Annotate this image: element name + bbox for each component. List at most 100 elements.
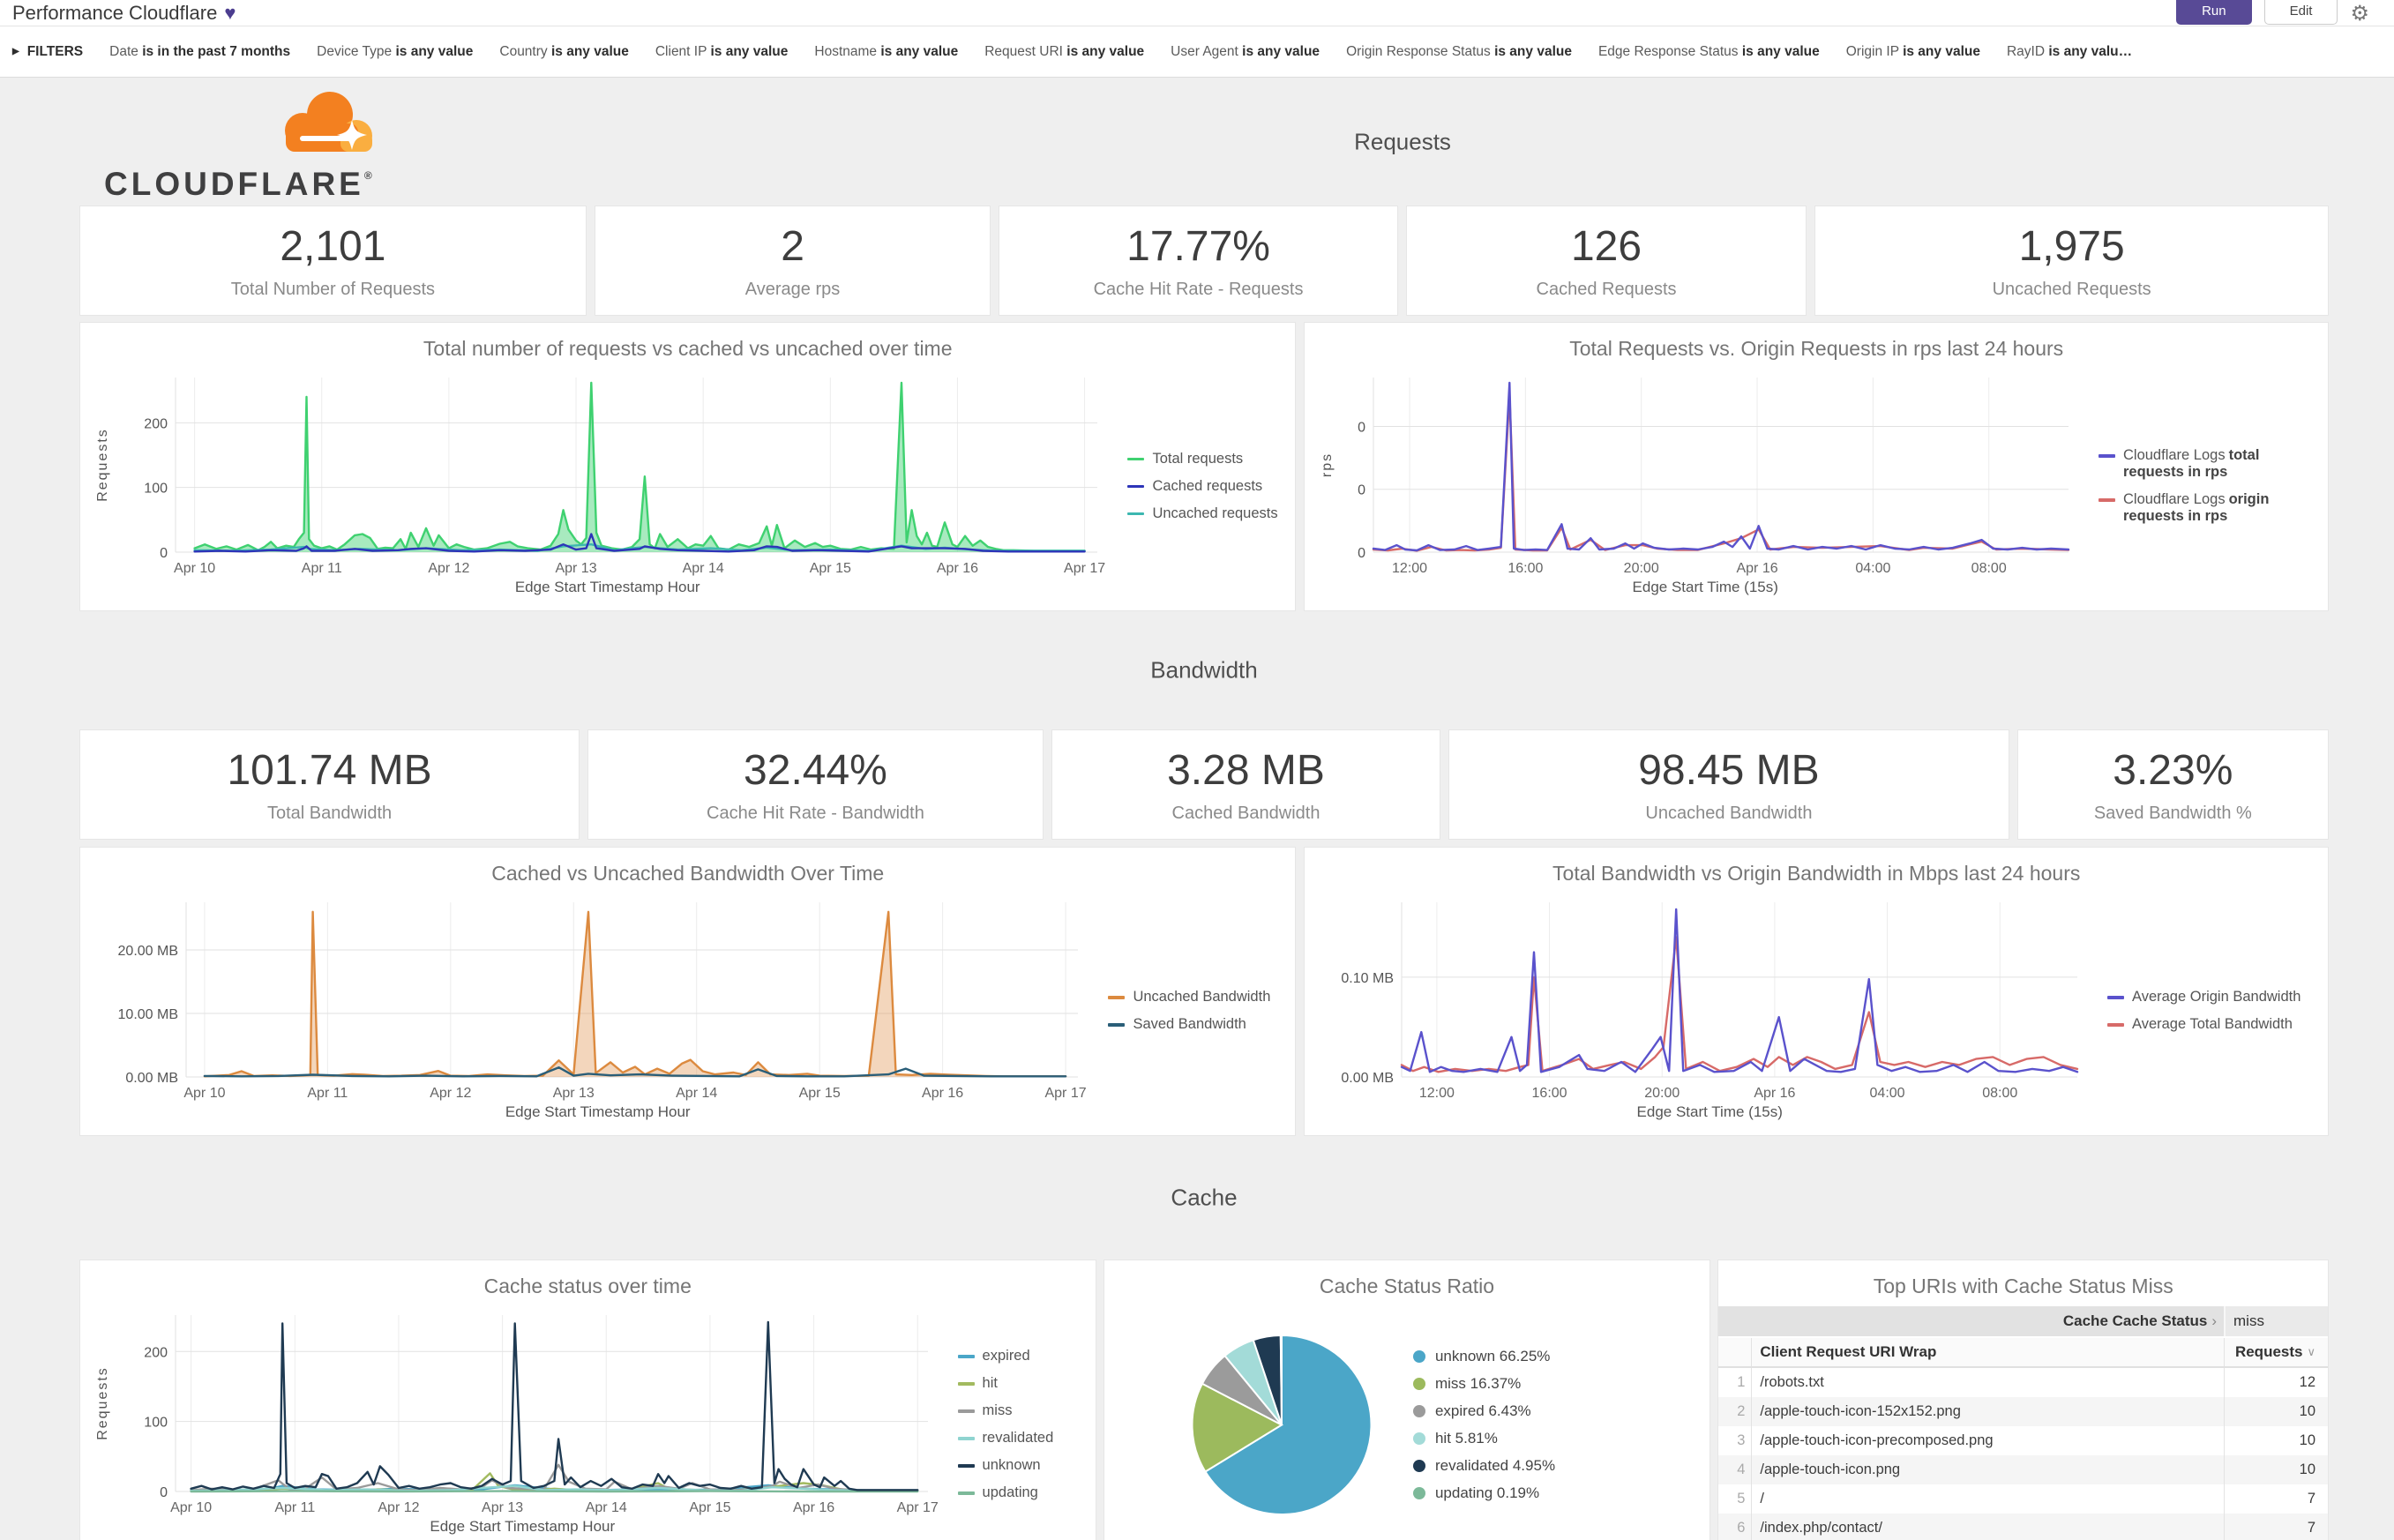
chart-card-rps-24h: Total Requests vs. Origin Requests in rp… [1304,322,2329,611]
svg-text:Apr 11: Apr 11 [274,1500,315,1515]
legend-item[interactable]: revalidated [957,1430,1083,1447]
bandwidth-over-time-plot[interactable]: Apr 10 Apr 11 Apr 12 Apr 13 Apr 14 Apr 15 Apr … [87,893,1108,1103]
cache-status-ratio-pie[interactable] [1180,1330,1383,1520]
svg-text:20.00 MB: 20.00 MB [118,944,178,959]
chart-card-cache-status: Cache status over time Apr 10 Apr 11 Apr 1… [79,1260,1096,1540]
kpi-label: Cached Requests [1536,279,1677,299]
cache-status-plot[interactable]: Apr 10 Apr 11 Apr 12 Apr 13 Apr 14 Apr 15 Apr … [87,1306,958,1518]
legend-item[interactable]: miss 16.37% [1412,1375,1634,1393]
filter-item[interactable]: Edge Response Status is any value [1598,44,1820,60]
kpi-tile: 1,975 Uncached Requests [1814,206,2329,316]
chart-legend: Average Origin Bandwidth Average Total B… [2107,893,2321,1128]
legend-item[interactable]: Average Origin Bandwidth [2107,989,2315,1005]
row-number: 5 [1718,1484,1753,1514]
svg-text:Apr 11: Apr 11 [302,561,342,576]
filter-field-name: Client IP [655,43,707,59]
svg-text:Apr 16: Apr 16 [922,1086,963,1101]
table-row[interactable]: 1 /robots.txt 12 [1718,1368,2328,1397]
row-number: 4 [1718,1455,1753,1484]
legend-item[interactable]: revalidated 4.95% [1412,1457,1634,1475]
legend-item[interactable]: unknown 66.25% [1412,1348,1634,1365]
legend-item[interactable]: Saved Bandwidth [1108,1016,1283,1033]
legend-swatch [1127,484,1145,488]
legend-item[interactable]: unknown [957,1457,1083,1474]
kpi-value: 3.23% [2113,746,2233,794]
legend-dot [1412,1349,1425,1363]
filter-item[interactable]: Hostname is any value [814,44,958,60]
filter-field-name: Edge Response Status [1597,43,1739,59]
filter-condition: is in the past 7 months [142,43,291,59]
table-row[interactable]: 3 /apple-touch-icon-precomposed.png 10 [1718,1426,2328,1455]
svg-text:08:00: 08:00 [1983,1086,2018,1101]
column-header-requests[interactable]: Requests ∨ [2224,1338,2328,1366]
filter-item[interactable]: User Agent is any value [1171,44,1320,60]
cell-uri: /apple-touch-icon-152x152.png [1760,1403,1961,1419]
svg-text:Apr 10: Apr 10 [183,1086,225,1101]
filter-item[interactable]: Client IP is any value [655,44,789,60]
legend-item[interactable]: updating [957,1484,1083,1501]
table-column-header-row: Client Request URI Wrap Requests ∨ [1718,1336,2328,1368]
legend-item[interactable]: hit [957,1375,1083,1392]
legend-item[interactable]: Cloudflare Logs total requests in rps [2098,447,2315,481]
legend-item[interactable]: miss [957,1402,1083,1419]
gear-icon[interactable]: ⚙ [2350,0,2369,26]
kpi-value: 2,101 [280,222,386,270]
filter-item[interactable]: Date is in the past 7 months [109,44,290,60]
column-header-uri[interactable]: Client Request URI Wrap [1760,1343,1937,1360]
legend-item[interactable]: Cached requests [1127,478,1283,495]
filter-item[interactable]: Request URI is any value [984,44,1144,60]
cell-requests: 7 [2224,1514,2328,1540]
legend-item[interactable]: expired [957,1348,1083,1364]
table-row[interactable]: 6 /index.php/contact/ 7 [1718,1514,2328,1540]
legend-swatch [1108,1023,1126,1027]
cache-header-band: Cache [79,1136,2329,1260]
legend-item[interactable]: updating 0.19% [1412,1484,1634,1502]
chart-title: Cached vs Uncached Bandwidth Over Time [491,862,885,885]
rps-24h-plot[interactable]: 12:00 16:00 20:00 Apr 16 04:00 08:00 0 0 0 rps [1312,369,2098,579]
requests-header-band: CLOUDFLARE® Requests [79,78,2329,206]
legend-item[interactable]: Cloudflare Logs origin requests in rps [2098,491,2315,525]
legend-swatch [2107,996,2124,999]
chart-card-requests-over-time: Total number of requests vs cached vs un… [79,322,1297,611]
filter-item[interactable]: RayID is any valu… [2007,44,2132,60]
legend-swatch [957,1491,975,1495]
chart-title: Cache Status Ratio [1319,1275,1495,1297]
legend-item[interactable]: Total requests [1127,451,1283,467]
table-row[interactable]: 5 / 7 [1718,1484,2328,1514]
filter-item[interactable]: Device Type is any value [317,44,473,60]
svg-text:Apr 17: Apr 17 [897,1500,939,1515]
legend-item[interactable]: hit 5.81% [1412,1430,1634,1447]
cell-uri: /index.php/contact/ [1760,1520,1882,1536]
cloudflare-logo: CLOUDFLARE® [104,81,492,205]
svg-text:Apr 15: Apr 15 [799,1086,841,1101]
kpi-value: 1,975 [2018,222,2125,270]
sort-caret-icon: ∨ [2307,1345,2315,1358]
legend-swatch [2098,454,2115,458]
requests-over-time-plot[interactable]: Apr 10 Apr 11 Apr 12 Apr 13 Apr 14 Apr 15 Apr … [87,369,1127,579]
mbps-24h-plot[interactable]: 12:00 16:00 20:00 Apr 16 04:00 08:00 0.00 MB 0.… [1312,893,2107,1103]
edit-button[interactable]: Edit [2263,0,2338,25]
filters-toggle[interactable]: ▶ FILTERS [12,44,83,60]
kpi-label: Saved Bandwidth % [2093,803,2252,823]
run-button[interactable]: Run [2176,0,2252,25]
svg-text:200: 200 [144,1345,168,1360]
svg-text:Apr 15: Apr 15 [810,561,851,576]
legend-dot [1412,1377,1425,1390]
kpi-tile: 3.23% Saved Bandwidth % [2016,729,2329,840]
svg-text:0.00 MB: 0.00 MB [1342,1071,1395,1086]
legend-item[interactable]: Uncached Bandwidth [1108,989,1283,1005]
svg-text:16:00: 16:00 [1508,561,1544,576]
legend-item[interactable]: expired 6.43% [1412,1402,1634,1420]
legend-item[interactable]: Average Total Bandwidth [2107,1016,2315,1033]
filter-item[interactable]: Origin IP is any value [1846,44,1980,60]
filter-item[interactable]: Origin Response Status is any value [1346,44,1572,60]
legend-item[interactable]: Uncached requests [1127,505,1283,522]
table-row[interactable]: 4 /apple-touch-icon.png 10 [1718,1455,2328,1484]
section-title-cache: Cache [1171,1184,1238,1211]
cell-uri: /robots.txt [1760,1374,1824,1390]
filter-item[interactable]: Country is any value [499,44,628,60]
x-axis-title: Edge Start Time (15s) [1632,579,1778,595]
svg-text:Apr 14: Apr 14 [586,1500,627,1515]
table-row[interactable]: 2 /apple-touch-icon-152x152.png 10 [1718,1397,2328,1426]
registered-mark: ® [363,169,372,182]
